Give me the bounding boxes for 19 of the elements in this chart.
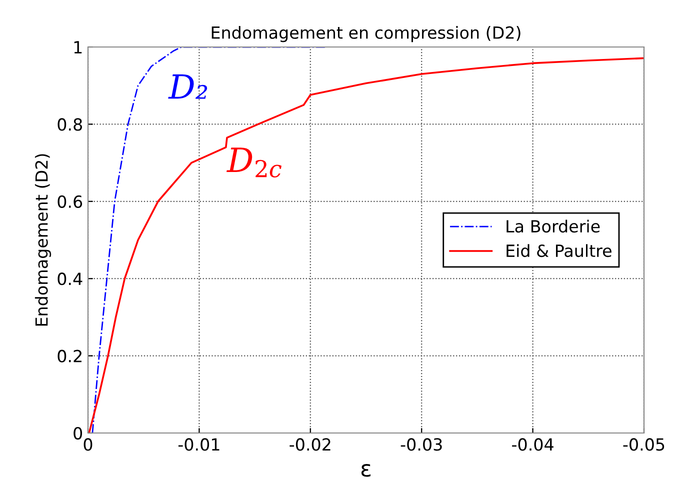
y-tick-label: 0.8 — [58, 118, 82, 131]
y-tick-label: 0 — [74, 426, 82, 440]
y-tick-label: 0.6 — [58, 195, 82, 208]
x-axis-title: ε — [361, 464, 370, 477]
x-tick-label: -0.05 — [623, 438, 664, 451]
annotation: D$_{2c}$ — [226, 148, 282, 178]
legend-label: La Borderie — [506, 220, 600, 233]
y-axis-title: Endomagement (D2) — [34, 154, 52, 326]
x-tick-label: -0.02 — [290, 438, 330, 451]
chart-title: Endomagement en compression (D2) — [212, 26, 520, 42]
x-tick-label: -0.01 — [178, 438, 220, 451]
y-tick-label: 0.4 — [58, 272, 82, 286]
legend-label: Eid & Paultre — [506, 244, 612, 258]
annotation: D₂ — [168, 74, 208, 99]
y-tick-label: 1 — [74, 41, 82, 54]
x-tick-label: -0.03 — [400, 438, 442, 451]
x-tick-label: -0.04 — [512, 438, 554, 451]
y-tick-label: 0.2 — [58, 350, 82, 362]
x-tick-label: 0 — [84, 438, 92, 451]
